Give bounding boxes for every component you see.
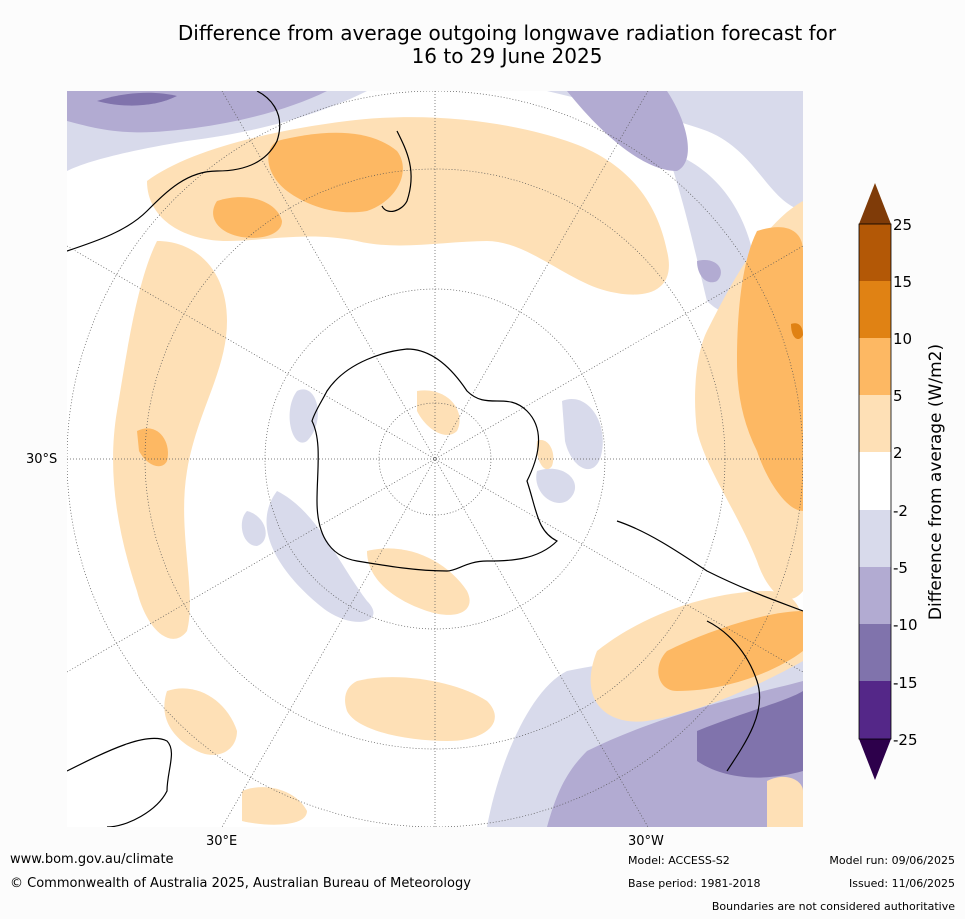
coastlines xyxy=(67,91,803,827)
colorbar-tick-minus-5: -5 xyxy=(893,559,908,577)
map-title: Difference from average outgoing longwav… xyxy=(66,22,948,68)
colorbar-segment-minus-2-5 xyxy=(859,510,891,567)
colorbar-segment-2-5 xyxy=(859,395,891,452)
colorbar-segment-5-10 xyxy=(859,338,891,395)
colorbar-segment-15-25 xyxy=(859,224,891,281)
colorbar-tick-15: 15 xyxy=(893,273,913,291)
colorbar-tick-minus-15: -15 xyxy=(893,674,918,692)
south-america-tip xyxy=(706,620,761,772)
lat-label-30s: 30°S xyxy=(26,452,58,467)
issued-text: Issued: 11/06/2025 xyxy=(848,877,955,890)
colorbar-segment-10-15 xyxy=(859,281,891,338)
colorbar-segment-minus-5-10 xyxy=(859,567,891,624)
copyright-text: © Commonwealth of Australia 2025, Austra… xyxy=(10,876,471,891)
colorbar-tick-10: 10 xyxy=(893,330,913,348)
new-zealand-coast xyxy=(381,130,412,213)
title-line-2: 16 to 29 June 2025 xyxy=(411,44,603,68)
colorbar-tick-minus-10: -10 xyxy=(893,616,918,634)
antarctica-coast xyxy=(311,348,559,572)
africa-coast xyxy=(67,91,281,252)
colorbar-tick-minus-2: -2 xyxy=(893,502,908,520)
colorbar-tick-25: 25 xyxy=(893,216,913,234)
colorbar-outline xyxy=(858,223,892,740)
colorbar-bottom-arrow xyxy=(859,739,891,780)
colorbar-top-arrow xyxy=(859,183,891,224)
model-text: Model: ACCESS-S2 xyxy=(628,854,730,867)
colorbar-segment-minus-15-25 xyxy=(859,681,891,739)
colorbar-tick-5: 5 xyxy=(893,387,903,405)
base-period-text: Base period: 1981-2018 xyxy=(628,877,761,890)
map-svg xyxy=(67,91,803,827)
polar-map xyxy=(67,91,803,827)
australia-coast xyxy=(67,737,172,827)
lon-label-30w: 30°W xyxy=(628,834,664,849)
lon-label-30e: 30°E xyxy=(206,834,238,849)
field-orange xyxy=(137,132,803,691)
model-run-text: Model run: 09/06/2025 xyxy=(829,854,955,867)
bom-climate-link[interactable]: www.bom.gov.au/climate xyxy=(10,852,174,867)
colorbar xyxy=(858,183,892,780)
field-dark-orange xyxy=(791,323,803,340)
colorbar-tick-2: 2 xyxy=(893,444,903,462)
title-line-1: Difference from average outgoing longwav… xyxy=(177,21,837,45)
colorbar-tick-minus-25: -25 xyxy=(893,731,918,749)
graticule xyxy=(67,91,803,827)
colorbar-segment-neutral xyxy=(859,452,891,510)
colorbar-segment-minus-10-15 xyxy=(859,624,891,681)
disclaimer-text: Boundaries are not considered authoritat… xyxy=(711,900,955,913)
south-america-coast xyxy=(616,520,803,612)
colorbar-title: Difference from average (W/m2) xyxy=(926,343,946,621)
